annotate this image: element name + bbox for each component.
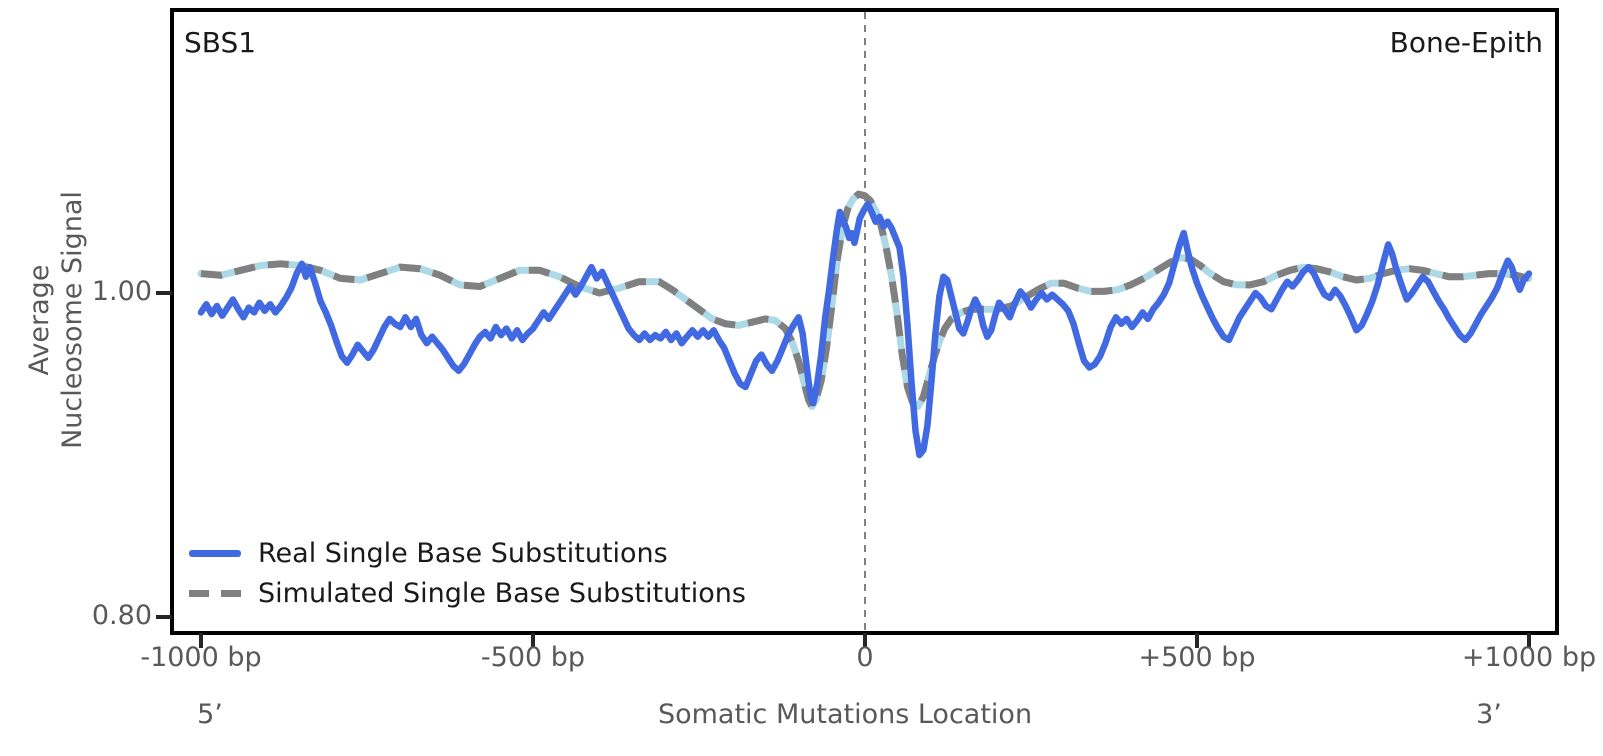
simulated-line-swatch-icon — [189, 589, 241, 597]
three-prime-label: 3’ — [1476, 699, 1502, 730]
real-line-swatch-icon — [189, 549, 241, 557]
real-line — [197, 200, 1533, 459]
five-prime-label: 5’ — [197, 699, 223, 730]
y-axis-label: Average Nucleosome Signal — [23, 191, 89, 449]
legend: Real Single Base Substitutions Simulated… — [189, 533, 746, 613]
sample-label: Bone-Epith — [1389, 26, 1543, 59]
x-tick-label: -1000 bp — [140, 642, 262, 673]
signature-label: SBS1 — [184, 26, 257, 59]
x-axis-label: Somatic Mutations Location — [657, 699, 1033, 730]
x-tick-label: +1000 bp — [1461, 642, 1597, 673]
x-tick-label: +500 bp — [1138, 642, 1256, 673]
legend-label-real: Real Single Base Substitutions — [258, 537, 668, 569]
simulated-line — [200, 190, 1530, 410]
y-axis-label-line2: Nucleosome Signal — [57, 191, 88, 449]
legend-item-real: Real Single Base Substitutions — [189, 533, 746, 573]
legend-item-simulated: Simulated Single Base Substitutions — [189, 573, 746, 613]
y-axis-label-line1: Average — [24, 264, 55, 376]
legend-label-simulated: Simulated Single Base Substitutions — [258, 577, 746, 609]
y-tick-label: 0.80 — [91, 600, 152, 631]
x-tick-label: -500 bp — [480, 642, 586, 673]
x-tick-label: 0 — [856, 642, 874, 673]
y-tick-label: 1.00 — [91, 276, 152, 307]
